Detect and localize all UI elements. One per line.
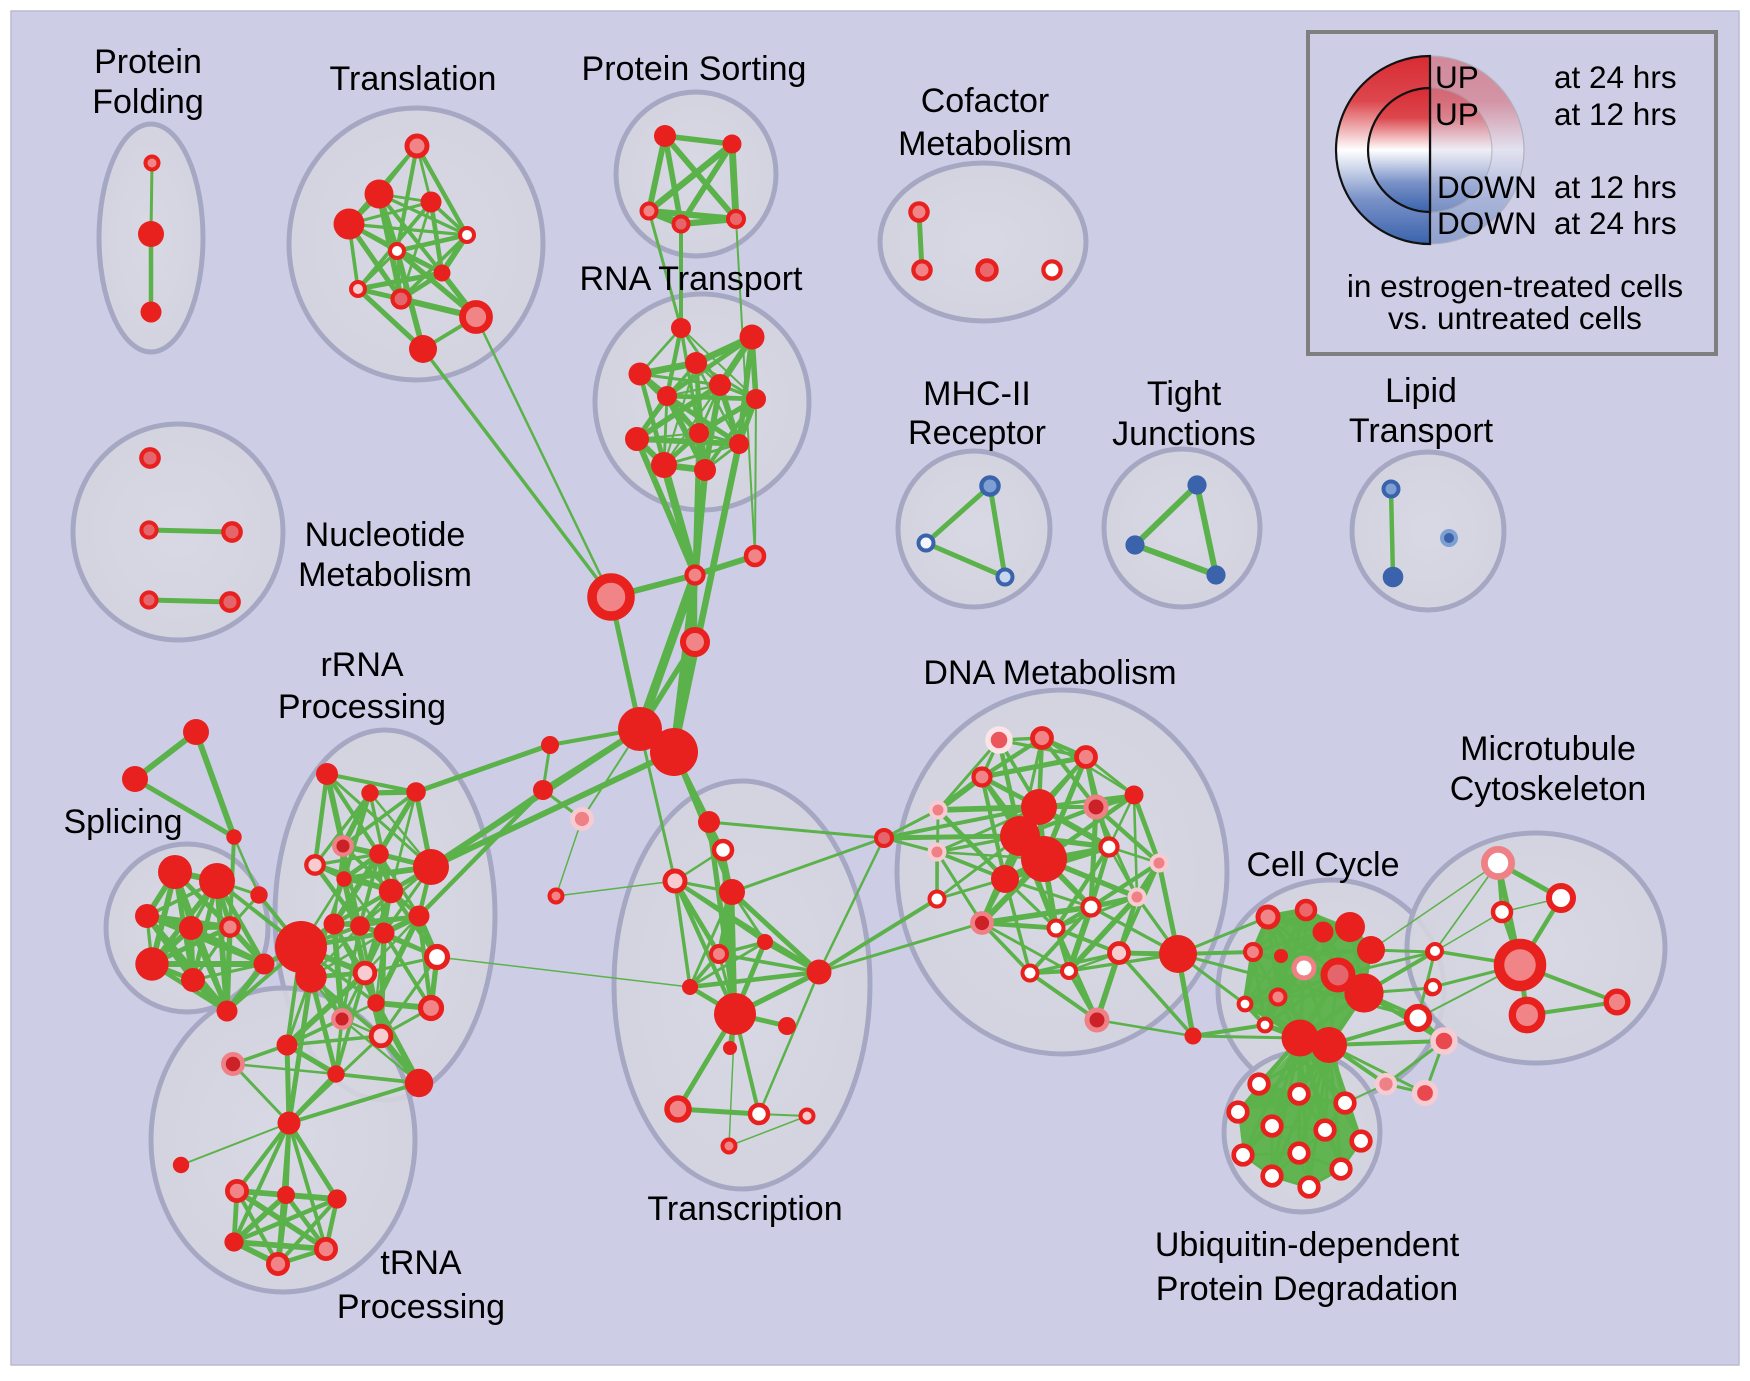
svg-text:Tight: Tight	[1147, 375, 1222, 413]
svg-text:Protein: Protein	[94, 43, 202, 81]
svg-text:Nucleotide: Nucleotide	[305, 516, 466, 554]
svg-text:vs. untreated cells: vs. untreated cells	[1388, 300, 1642, 336]
svg-text:at 12 hrs: at 12 hrs	[1554, 96, 1677, 132]
svg-text:Metabolism: Metabolism	[298, 556, 472, 594]
svg-text:UP: UP	[1435, 59, 1479, 95]
svg-text:Folding: Folding	[92, 83, 204, 121]
svg-text:at 24 hrs: at 24 hrs	[1554, 59, 1677, 95]
svg-text:at 12 hrs: at 12 hrs	[1554, 169, 1677, 205]
svg-text:Transcription: Transcription	[647, 1190, 842, 1228]
svg-text:rRNA: rRNA	[320, 646, 403, 684]
svg-text:tRNA: tRNA	[380, 1244, 462, 1282]
svg-text:Translation: Translation	[330, 60, 497, 98]
svg-text:Cytoskeleton: Cytoskeleton	[1450, 770, 1647, 808]
svg-text:Transport: Transport	[1349, 412, 1494, 450]
svg-text:DOWN: DOWN	[1437, 169, 1537, 205]
svg-text:Microtubule: Microtubule	[1460, 730, 1636, 768]
svg-text:UP: UP	[1435, 96, 1479, 132]
svg-text:Receptor: Receptor	[908, 414, 1046, 452]
svg-text:MHC-II: MHC-II	[923, 375, 1031, 413]
svg-text:DNA Metabolism: DNA Metabolism	[923, 654, 1176, 692]
svg-text:at 24 hrs: at 24 hrs	[1554, 205, 1677, 241]
svg-text:DOWN: DOWN	[1437, 205, 1537, 241]
svg-text:Protein Sorting: Protein Sorting	[582, 50, 807, 88]
svg-text:Protein Degradation: Protein Degradation	[1156, 1270, 1458, 1308]
svg-text:Junctions: Junctions	[1112, 415, 1256, 453]
svg-text:Splicing: Splicing	[63, 803, 182, 841]
svg-text:Processing: Processing	[337, 1288, 505, 1326]
svg-text:in estrogen-treated cells: in estrogen-treated cells	[1347, 268, 1683, 304]
svg-text:Metabolism: Metabolism	[898, 125, 1072, 163]
svg-text:Ubiquitin-dependent: Ubiquitin-dependent	[1155, 1226, 1460, 1264]
svg-text:Cell Cycle: Cell Cycle	[1246, 846, 1399, 884]
svg-text:Cofactor: Cofactor	[921, 82, 1050, 120]
svg-text:RNA Transport: RNA Transport	[580, 260, 804, 298]
svg-text:Lipid: Lipid	[1385, 372, 1457, 410]
svg-text:Processing: Processing	[278, 688, 446, 726]
